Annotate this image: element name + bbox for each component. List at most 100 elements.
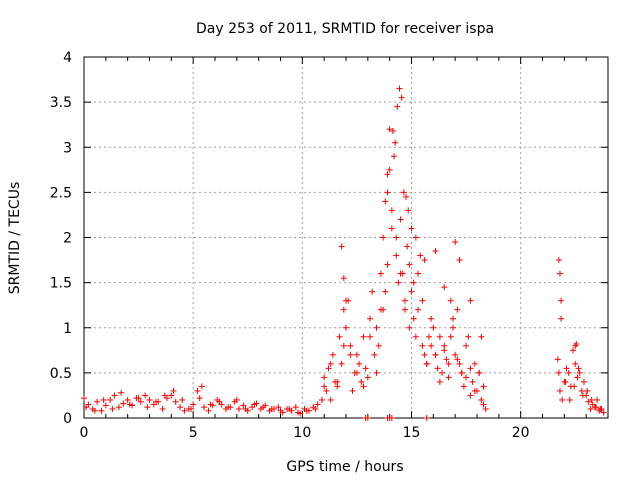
data-point	[398, 94, 405, 101]
data-point	[395, 279, 402, 286]
data-point	[441, 284, 448, 291]
data-point	[336, 333, 343, 340]
data-point	[563, 365, 570, 372]
data-point	[373, 324, 380, 331]
data-point	[94, 398, 101, 405]
data-point	[480, 401, 487, 408]
data-point	[275, 404, 282, 411]
data-point	[562, 378, 569, 385]
data-point	[240, 402, 247, 409]
data-point	[447, 297, 454, 304]
data-point	[124, 396, 131, 403]
data-point	[428, 315, 435, 322]
data-point	[556, 387, 563, 394]
grid-lines	[84, 57, 608, 418]
data-point	[338, 243, 345, 250]
data-point	[478, 396, 485, 403]
data-point	[153, 398, 160, 405]
data-point	[236, 405, 243, 412]
data-point	[107, 396, 114, 403]
data-point	[177, 404, 184, 411]
data-point	[325, 365, 332, 372]
data-point	[412, 333, 419, 340]
data-point	[327, 360, 334, 367]
data-point	[436, 333, 443, 340]
data-point	[585, 398, 592, 405]
data-point	[159, 405, 166, 412]
data-point	[467, 297, 474, 304]
x-tick-label: 10	[293, 425, 311, 441]
data-point	[391, 153, 398, 160]
data-point	[126, 401, 133, 408]
data-point	[597, 405, 604, 412]
data-point	[404, 243, 411, 250]
data-point	[600, 409, 607, 416]
data-point	[384, 171, 391, 178]
data-point	[382, 288, 389, 295]
data-point	[394, 103, 401, 110]
data-point	[115, 404, 122, 411]
data-point	[340, 306, 347, 313]
data-point	[386, 126, 393, 133]
data-point	[367, 333, 374, 340]
data-point	[575, 365, 582, 372]
data-point	[554, 356, 561, 363]
data-point	[364, 415, 371, 421]
data-point	[111, 392, 118, 399]
data-point	[198, 383, 205, 390]
data-point	[393, 252, 400, 259]
data-point	[476, 369, 483, 376]
data-point	[556, 270, 563, 277]
data-point	[360, 383, 367, 390]
data-point	[268, 405, 275, 412]
data-point	[356, 360, 363, 367]
data-point	[102, 402, 109, 409]
data-point	[419, 297, 426, 304]
data-point	[406, 324, 413, 331]
data-point	[100, 396, 107, 403]
data-point	[323, 387, 330, 394]
data-point	[343, 324, 349, 331]
data-point	[242, 405, 249, 412]
data-point	[389, 128, 396, 135]
data-point	[109, 405, 116, 412]
data-point	[303, 407, 310, 414]
data-point	[423, 360, 430, 367]
data-point	[415, 306, 422, 313]
data-point	[353, 351, 360, 358]
data-point	[401, 306, 408, 313]
data-point	[205, 407, 212, 414]
data-point	[329, 351, 336, 358]
data-point	[439, 369, 446, 376]
data-point	[467, 392, 474, 399]
data-point	[576, 369, 583, 376]
data-point	[367, 315, 374, 322]
data-point	[207, 401, 214, 408]
data-point	[430, 324, 437, 331]
data-point	[471, 360, 478, 367]
axis-ticks: 0 5 10 15 20 0 0.5 1 1.5 2 2.5 3 3.5 4	[50, 50, 608, 441]
y-tick-label: 2.5	[50, 185, 72, 201]
data-point	[555, 257, 562, 264]
y-tick-label: 0	[63, 411, 72, 427]
data-point	[482, 405, 489, 412]
data-point	[98, 407, 105, 414]
data-point	[397, 216, 404, 223]
data-point	[347, 351, 354, 358]
data-point	[384, 189, 391, 196]
data-point	[588, 396, 595, 403]
data-point	[321, 383, 328, 390]
data-point	[574, 374, 581, 381]
data-point	[347, 342, 354, 349]
data-point	[168, 392, 175, 399]
data-point	[410, 315, 417, 322]
x-axis-label: GPS time / hours	[286, 459, 403, 475]
data-point	[558, 315, 565, 322]
data-point	[578, 387, 585, 394]
data-point	[570, 347, 577, 354]
data-point	[118, 389, 125, 396]
data-point	[436, 378, 443, 385]
data-point	[592, 404, 599, 411]
data-point	[349, 387, 356, 394]
